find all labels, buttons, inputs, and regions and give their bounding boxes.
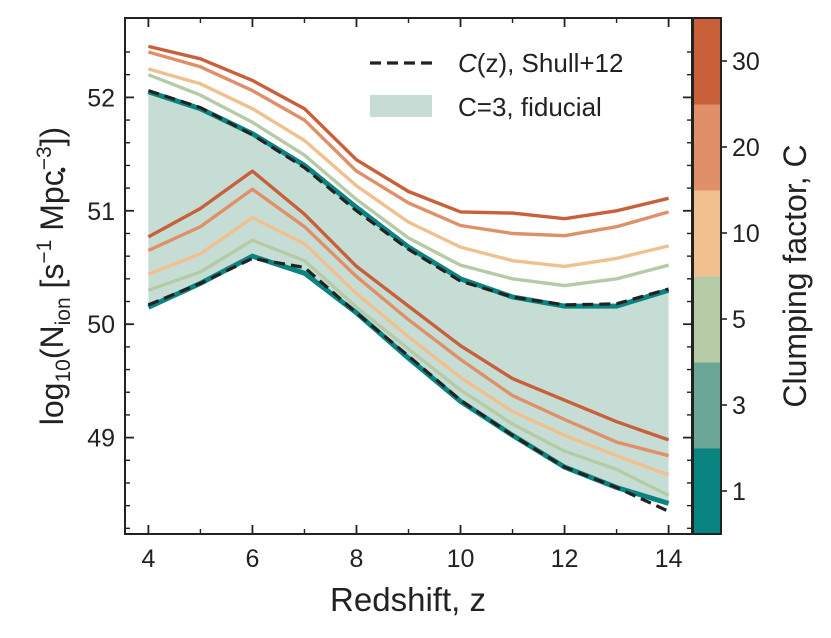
- x-tick-label: 8: [350, 545, 364, 573]
- colorbar-tick-label: 5: [732, 306, 746, 334]
- y-label-prefix: log: [34, 383, 70, 426]
- y-label-ion: ion: [52, 297, 75, 325]
- colorbar-tick-label: 1: [732, 478, 746, 506]
- colorbar-tick-label: 20: [732, 134, 760, 162]
- y-label-exp3: −3: [33, 146, 56, 170]
- y-tick-label: 51: [87, 198, 115, 226]
- colorbar-band-4: [693, 104, 721, 191]
- shull-upper-line: [147, 89, 670, 307]
- series-line-4: [147, 169, 670, 442]
- series-lines: [147, 44, 670, 497]
- y-tick-label: 50: [87, 311, 115, 339]
- y-tick-label: 49: [87, 425, 115, 453]
- y-label-n: (N: [34, 325, 70, 359]
- series-line-0: [148, 44, 669, 221]
- y-label-exp1: −1: [33, 240, 56, 264]
- colorbar-tick-label: 10: [732, 220, 760, 248]
- colorbar-band-0: [693, 448, 721, 535]
- series-line-1: [147, 50, 670, 238]
- x-tick-label: 10: [447, 545, 475, 573]
- colorbar-ticks: 1 3 5 10 20 30: [721, 48, 760, 506]
- axis-ticks: 4 6 8 10 12 14 49 50 51 52: [87, 18, 692, 573]
- colorbar-tick-label: 3: [732, 392, 746, 420]
- y-label-sub: 10: [52, 359, 75, 382]
- colorbar-frame: [692, 17, 722, 535]
- colorbar-band-2: [693, 276, 721, 363]
- y-label-mpc: Mpc: [34, 170, 70, 239]
- y-axis-label: log10(Nion [s−1 Mpc−3]): [33, 127, 75, 425]
- x-tick-label: 14: [655, 545, 683, 573]
- y-label-units: [s: [34, 264, 70, 298]
- x-tick-label: 6: [245, 545, 259, 573]
- series-line-5: [147, 187, 670, 458]
- colorbar-label: Clumping factor, C: [777, 144, 813, 407]
- legend-shull-label: C(z), Shull+12: [458, 48, 623, 78]
- fiducial-band: [148, 91, 669, 504]
- colorbar-band-5: [693, 18, 721, 105]
- legend-band-swatch: [370, 95, 432, 117]
- x-tick-label: 12: [551, 545, 579, 573]
- y-label-close: ]): [34, 127, 70, 147]
- series-line-6: [147, 215, 670, 477]
- shull-lower-line: [147, 256, 670, 513]
- colorbar-band-3: [693, 190, 721, 277]
- series-line-7: [147, 238, 670, 497]
- y-tick-label: 52: [87, 84, 115, 112]
- series-line-2: [147, 67, 669, 269]
- ndot-accent: [60, 167, 66, 173]
- x-tick-label: 4: [141, 545, 155, 573]
- colorbar-tick-label: 30: [732, 48, 760, 76]
- colorbar-band-1: [693, 362, 721, 449]
- plot-area: [147, 44, 670, 513]
- legend: C(z), Shull+12 C=3, fiducial: [370, 48, 623, 122]
- colorbar: [693, 18, 721, 535]
- x-axis-label: Redshift, z: [330, 581, 486, 618]
- series-line-3: [147, 73, 670, 288]
- legend-band-label: C=3, fiducial: [458, 92, 602, 122]
